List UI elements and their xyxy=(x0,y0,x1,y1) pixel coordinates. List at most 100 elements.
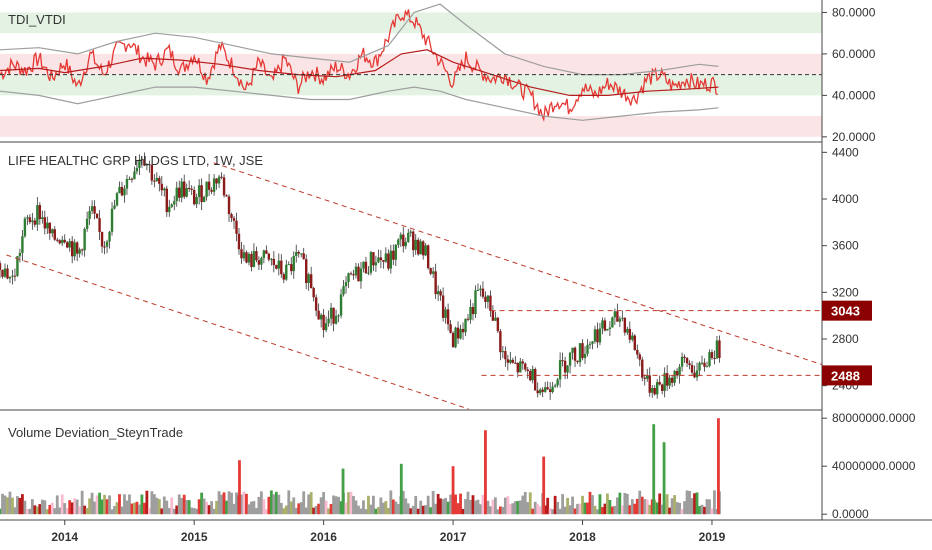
volume-bar xyxy=(332,495,335,515)
volume-bar xyxy=(414,495,418,515)
volume-bar xyxy=(384,501,388,515)
candle-body xyxy=(713,358,716,360)
volume-bar xyxy=(446,501,450,515)
candle-body xyxy=(13,275,17,277)
candle-body xyxy=(145,164,149,166)
candle-body xyxy=(688,363,691,366)
volume-bar xyxy=(43,500,47,515)
tdi-lines xyxy=(0,3,719,122)
volume-bar xyxy=(294,507,298,515)
candle-body xyxy=(407,232,410,242)
candle-body xyxy=(344,282,348,287)
candle-body xyxy=(302,253,305,260)
volume-bar xyxy=(8,491,12,515)
volume-bar xyxy=(394,501,398,515)
volume-bar xyxy=(347,492,350,515)
volume-spike xyxy=(484,430,487,515)
candle-body xyxy=(210,189,213,192)
volume-bar xyxy=(220,494,223,515)
candle-body xyxy=(379,257,383,261)
volume-bar xyxy=(708,499,711,515)
candle-body xyxy=(479,288,482,290)
volume-bar xyxy=(695,492,699,515)
candle-body xyxy=(242,252,246,259)
volume-bar xyxy=(431,491,435,515)
volume-bar xyxy=(668,507,672,515)
candle-body xyxy=(1,269,4,277)
candle-body xyxy=(382,260,385,262)
candle-body xyxy=(235,220,238,234)
volume-tick-label: 40000000.0000 xyxy=(832,459,916,473)
volume-bar xyxy=(215,500,218,515)
volume-bar xyxy=(680,508,684,515)
candle-body xyxy=(31,220,34,223)
volume-bar xyxy=(172,508,176,515)
volume-bar xyxy=(374,508,378,515)
volume-bar xyxy=(327,508,331,515)
candle-body xyxy=(690,365,694,373)
volume-bar xyxy=(247,504,251,515)
volume-bar xyxy=(538,506,542,515)
volume-bar xyxy=(23,500,27,515)
candle-body xyxy=(342,286,345,295)
candle-body xyxy=(546,387,549,390)
candle-body xyxy=(646,375,649,379)
candle-body xyxy=(18,252,22,257)
candle-body xyxy=(349,273,353,275)
candle-body xyxy=(598,328,602,343)
volume-bar xyxy=(479,504,482,515)
candle-body xyxy=(715,340,719,359)
candle-body xyxy=(506,359,510,363)
candle-body xyxy=(304,259,308,283)
candle-body xyxy=(588,343,592,346)
candle-body xyxy=(108,231,111,242)
candle-body xyxy=(105,241,109,247)
candle-body xyxy=(426,245,430,269)
volume-bar xyxy=(73,498,77,515)
price-tick-label: 4000 xyxy=(832,192,859,206)
candle-body xyxy=(412,231,415,251)
candle-body xyxy=(581,343,584,359)
volume-bar xyxy=(710,508,714,515)
candle-body xyxy=(601,320,604,329)
candle-body xyxy=(314,297,318,311)
volume-bar xyxy=(30,499,34,515)
volume-bar xyxy=(324,500,328,515)
volume-bar xyxy=(182,494,186,515)
volume-bar xyxy=(620,505,624,515)
candle-body xyxy=(372,252,375,266)
price-tick-label: 3200 xyxy=(832,285,859,299)
candle-body xyxy=(685,357,689,364)
volume-bar xyxy=(369,504,373,515)
candle-body xyxy=(663,373,666,391)
volume-bar xyxy=(38,504,42,515)
candle-body xyxy=(469,306,472,320)
candle-body xyxy=(392,250,395,260)
candle-body xyxy=(337,315,340,317)
volume-bar xyxy=(357,505,360,515)
candle-body xyxy=(11,275,14,277)
volume-bar xyxy=(501,506,505,515)
candle-body xyxy=(195,196,198,205)
volume-bar xyxy=(150,491,154,515)
volume-bar xyxy=(518,500,522,515)
candle-body xyxy=(185,187,188,197)
volume-bar xyxy=(615,497,619,515)
volume-bar xyxy=(551,509,555,515)
candle-body xyxy=(312,288,315,298)
volume-bar xyxy=(386,507,390,515)
volume-bar xyxy=(424,505,428,515)
candle-body xyxy=(267,253,271,260)
candle-body xyxy=(548,389,552,393)
volume-bar xyxy=(650,499,654,515)
volume-bar xyxy=(648,504,652,515)
candle-body xyxy=(429,268,432,274)
volume-bar xyxy=(362,500,365,515)
candle-body xyxy=(496,317,500,332)
candle-body xyxy=(626,328,629,333)
price-label: 3043 xyxy=(831,304,860,319)
candle-body xyxy=(255,251,258,261)
volume-bar xyxy=(449,494,452,515)
candle-body xyxy=(75,242,79,254)
